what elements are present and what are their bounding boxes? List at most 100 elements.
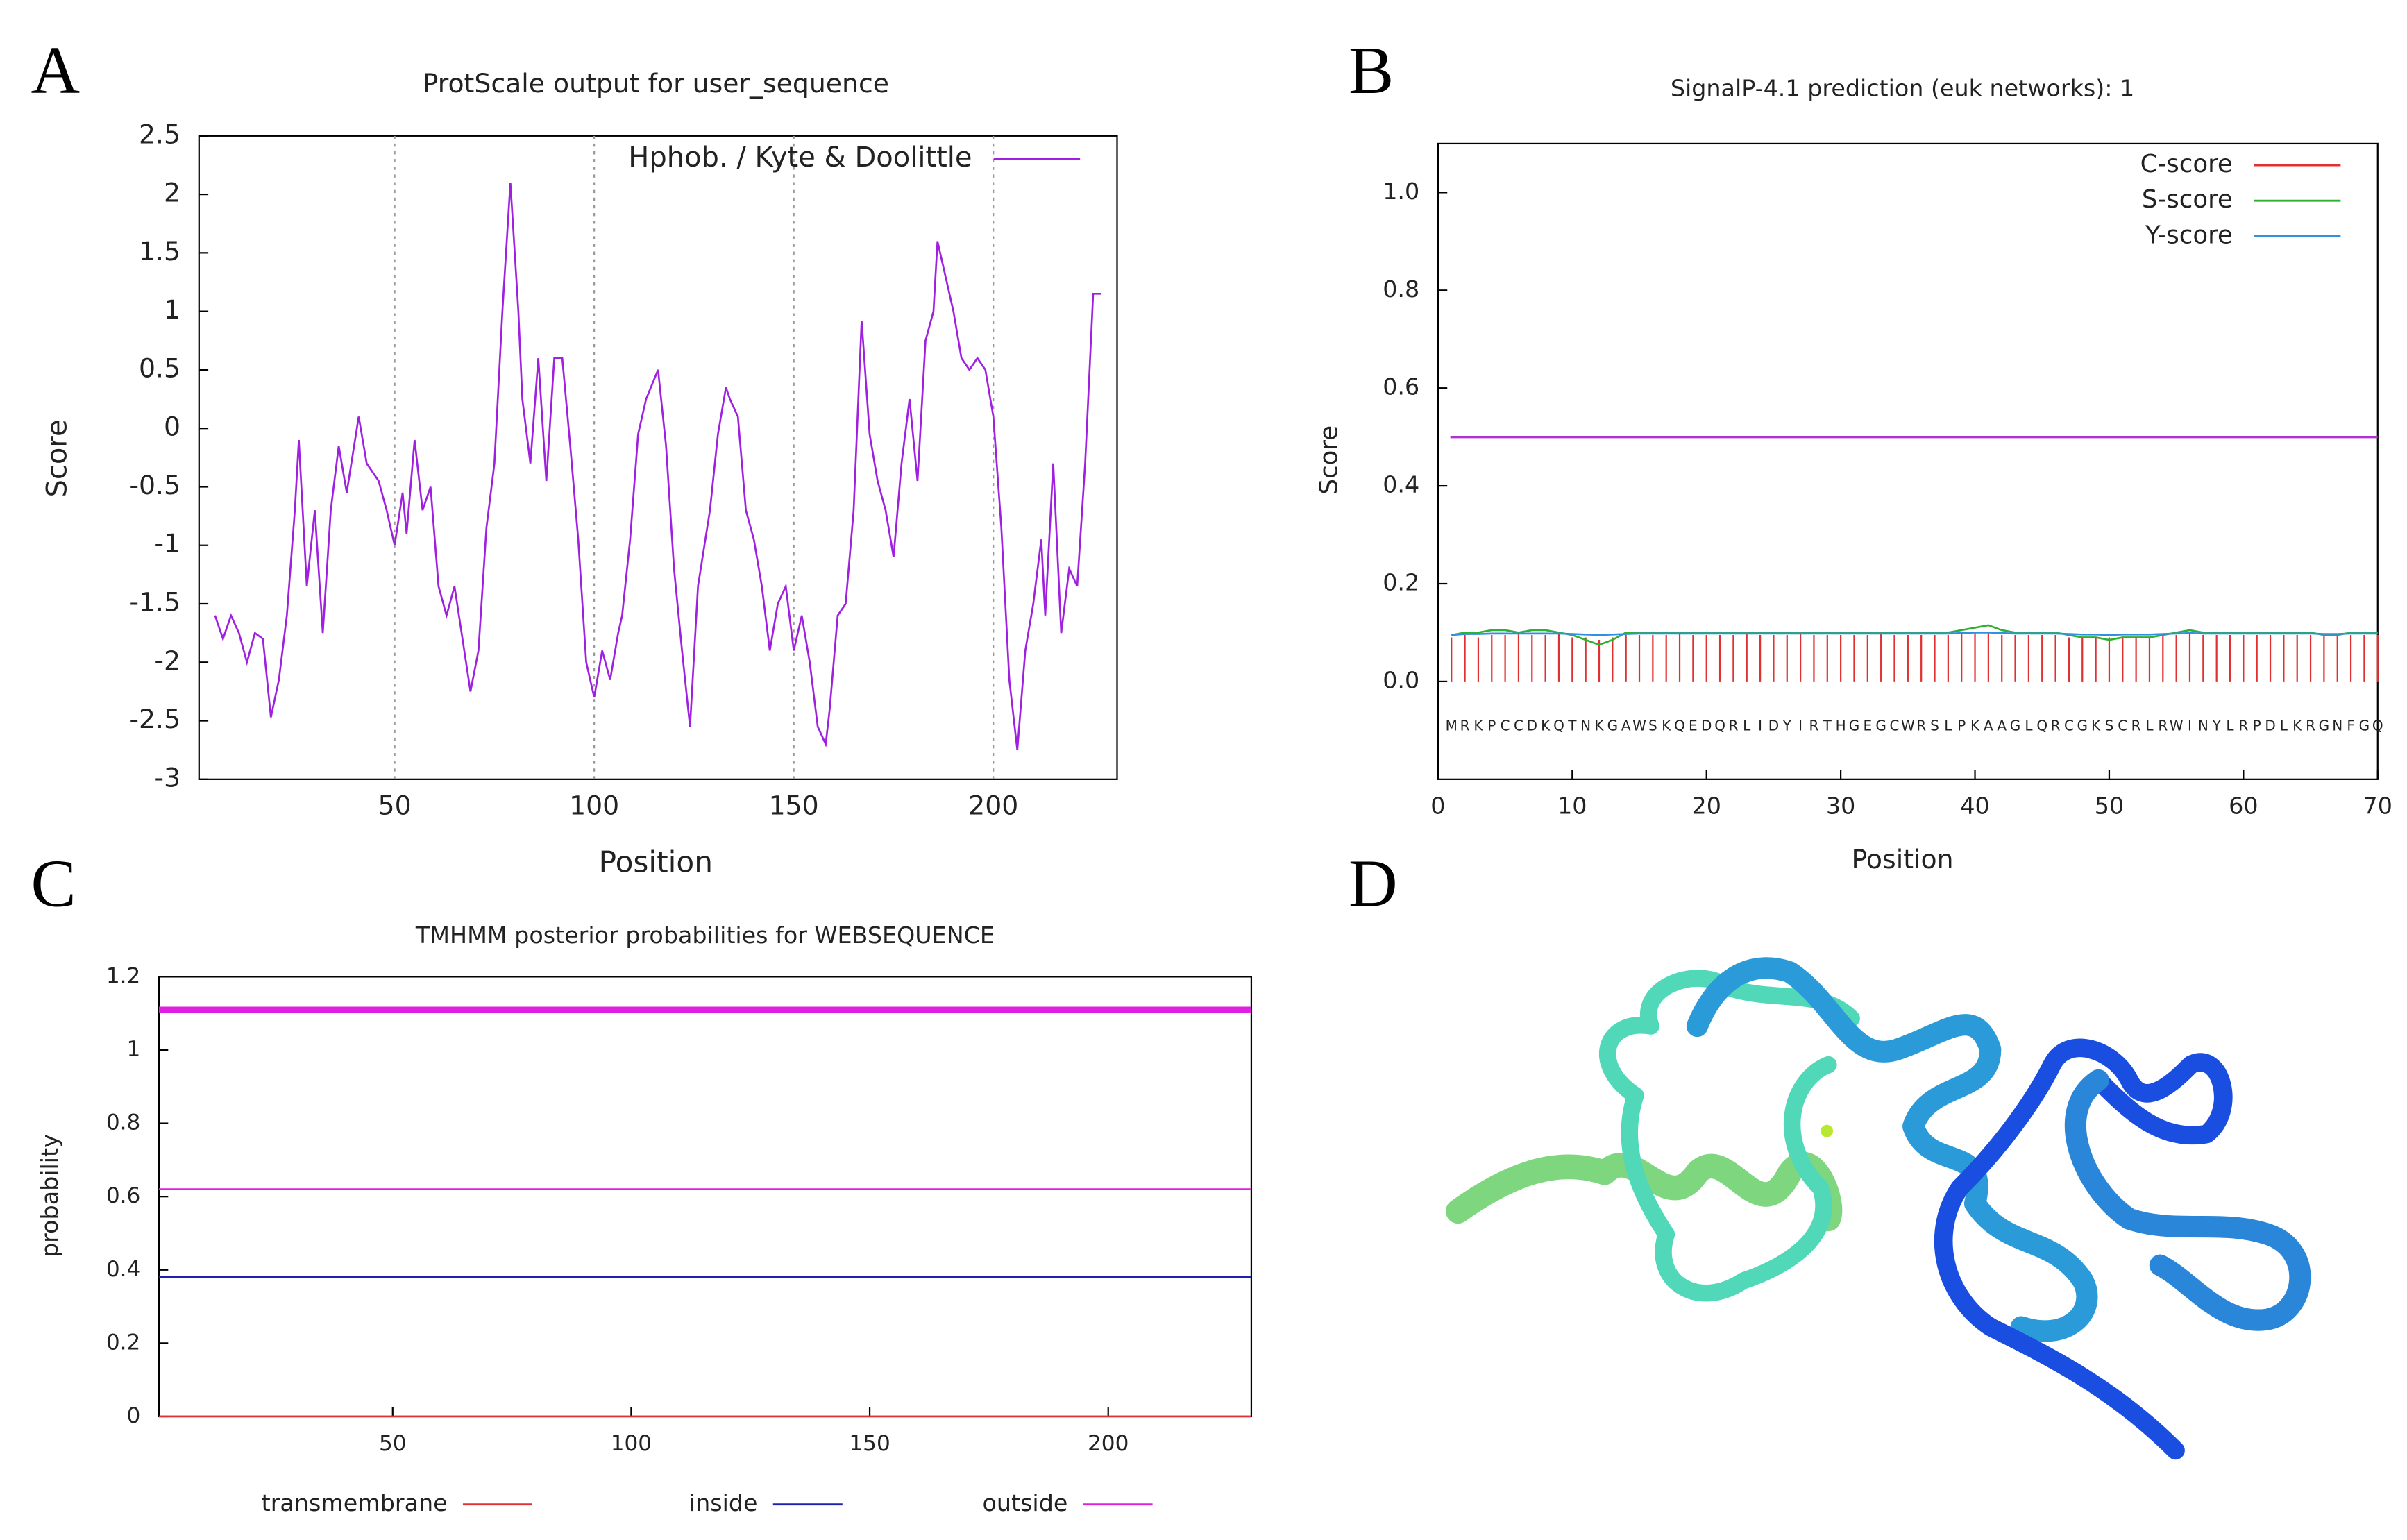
residue-label: I <box>2188 718 2192 734</box>
y-tick-label: -1 <box>154 528 180 559</box>
residue-label: L <box>2145 718 2154 734</box>
residue-label: K <box>2091 718 2101 734</box>
ribbon <box>1934 1038 2233 1460</box>
ribbon <box>1599 970 1860 1302</box>
residue-label: K <box>1970 718 1980 734</box>
y-tick-label: 1.0 <box>1383 178 1419 205</box>
residue-label: R <box>1728 718 1738 734</box>
residue-label: R <box>1809 718 1818 734</box>
residue-label: P <box>1487 718 1496 734</box>
y-tick-label: -1.5 <box>129 587 180 618</box>
residue-label: T <box>1567 718 1577 734</box>
legend-label: transmembrane <box>262 1489 448 1516</box>
plot-frame <box>158 976 1253 1418</box>
y-axis-label: probability <box>36 1134 63 1258</box>
residue-label: C <box>2118 718 2127 734</box>
y-tick-label: 0.6 <box>1383 373 1419 400</box>
x-tick-label: 50 <box>2095 792 2124 819</box>
residue-label: C <box>1514 718 1523 734</box>
residue-label: L <box>1944 718 1952 734</box>
residue-label: R <box>2158 718 2168 734</box>
residue-label: M <box>1446 718 1458 734</box>
ion <box>1821 1124 1834 1137</box>
panel-label: A <box>31 33 80 108</box>
x-tick-label: 150 <box>769 790 819 820</box>
y-tick-label: 0.6 <box>106 1183 140 1208</box>
y-tick-label: 0.4 <box>1383 471 1419 498</box>
chart-title: SignalP-4.1 prediction (euk networks): 1 <box>1671 75 2134 102</box>
ribbon <box>2064 1069 2311 1331</box>
residue-label: R <box>2238 718 2248 734</box>
residue-label: L <box>2025 718 2033 734</box>
y-tick-label: 0.4 <box>106 1257 140 1282</box>
residue-label: L <box>2226 718 2234 734</box>
series-line <box>1451 632 2378 636</box>
chart-title: TMHMM posterior probabilities for WEBSEQ… <box>415 922 995 949</box>
residue-label: W <box>1632 718 1646 734</box>
panel-label: B <box>1349 33 1394 108</box>
residue-label: D <box>1768 718 1779 734</box>
residue-label: N <box>2198 718 2208 734</box>
residue-label: R <box>1916 718 1926 734</box>
y-tick-label: 1.2 <box>106 963 140 988</box>
residue-label: A <box>1997 718 2007 734</box>
residue-label: P <box>2253 718 2261 734</box>
residue-label: H <box>1836 718 1846 734</box>
residue-label: E <box>1689 718 1698 734</box>
x-tick-label: 20 <box>1692 792 1721 819</box>
residue-label: C <box>1501 718 1510 734</box>
panel-label: D <box>1349 846 1398 921</box>
residue-label: G <box>2319 718 2330 734</box>
residue-label: W <box>1901 718 1915 734</box>
residue-label: C <box>1890 718 1900 734</box>
residue-label: R <box>1460 718 1470 734</box>
residue-label: S <box>2105 718 2114 734</box>
y-tick-label: 2.5 <box>139 119 180 149</box>
legend-label: S-score <box>2142 185 2233 214</box>
residue-label: G <box>2077 718 2088 734</box>
y-tick-label: -2.5 <box>129 704 180 734</box>
x-tick-label: 30 <box>1826 792 1855 819</box>
residue-label: D <box>1701 718 1712 734</box>
residue-label: D <box>1527 718 1537 734</box>
legend-label: C-score <box>2140 150 2233 178</box>
y-tick-label: 0.0 <box>1383 666 1419 693</box>
residue-label: A <box>1984 718 1993 734</box>
residue-label: G <box>2010 718 2021 734</box>
plot-frame <box>198 135 1118 780</box>
y-tick-label: 1.5 <box>139 236 180 266</box>
residue-label: I <box>1758 718 1762 734</box>
ribbon <box>1686 957 2098 1342</box>
legend-label: Y-score <box>2145 221 2233 249</box>
x-tick-label: 70 <box>2363 792 2392 819</box>
residue-label: K <box>1594 718 1604 734</box>
residue-label: N <box>2332 718 2342 734</box>
residue-label: L <box>1743 718 1751 734</box>
residue-label: T <box>1823 718 1832 734</box>
y-tick-label: 1 <box>127 1037 141 1062</box>
panel-label: C <box>31 846 76 921</box>
residue-label: K <box>2292 718 2302 734</box>
y-tick-label: 2 <box>164 178 180 208</box>
residue-label: K <box>1662 718 1671 734</box>
y-tick-label: 0 <box>164 412 180 442</box>
y-tick-label: -0.5 <box>129 470 180 500</box>
residue-label: G <box>1849 718 1859 734</box>
x-tick-label: 50 <box>379 1431 407 1456</box>
residue-label: Q <box>1553 718 1564 734</box>
residue-label: S <box>1930 718 1939 734</box>
x-tick-label: 200 <box>1088 1431 1129 1456</box>
residue-label: G <box>1607 718 1618 734</box>
residue-label: L <box>2280 718 2288 734</box>
x-tick-label: 0 <box>1430 792 1445 819</box>
residue-label: G <box>1875 718 1886 734</box>
y-axis-label: Score <box>41 419 73 497</box>
residue-label: R <box>2306 718 2315 734</box>
residue-label: F <box>2347 718 2355 734</box>
x-axis-label: Position <box>1851 844 1953 874</box>
x-tick-label: 50 <box>378 790 412 820</box>
residue-label: Y <box>1782 718 1792 734</box>
residue-label: A <box>1621 718 1631 734</box>
x-tick-label: 100 <box>569 790 619 820</box>
